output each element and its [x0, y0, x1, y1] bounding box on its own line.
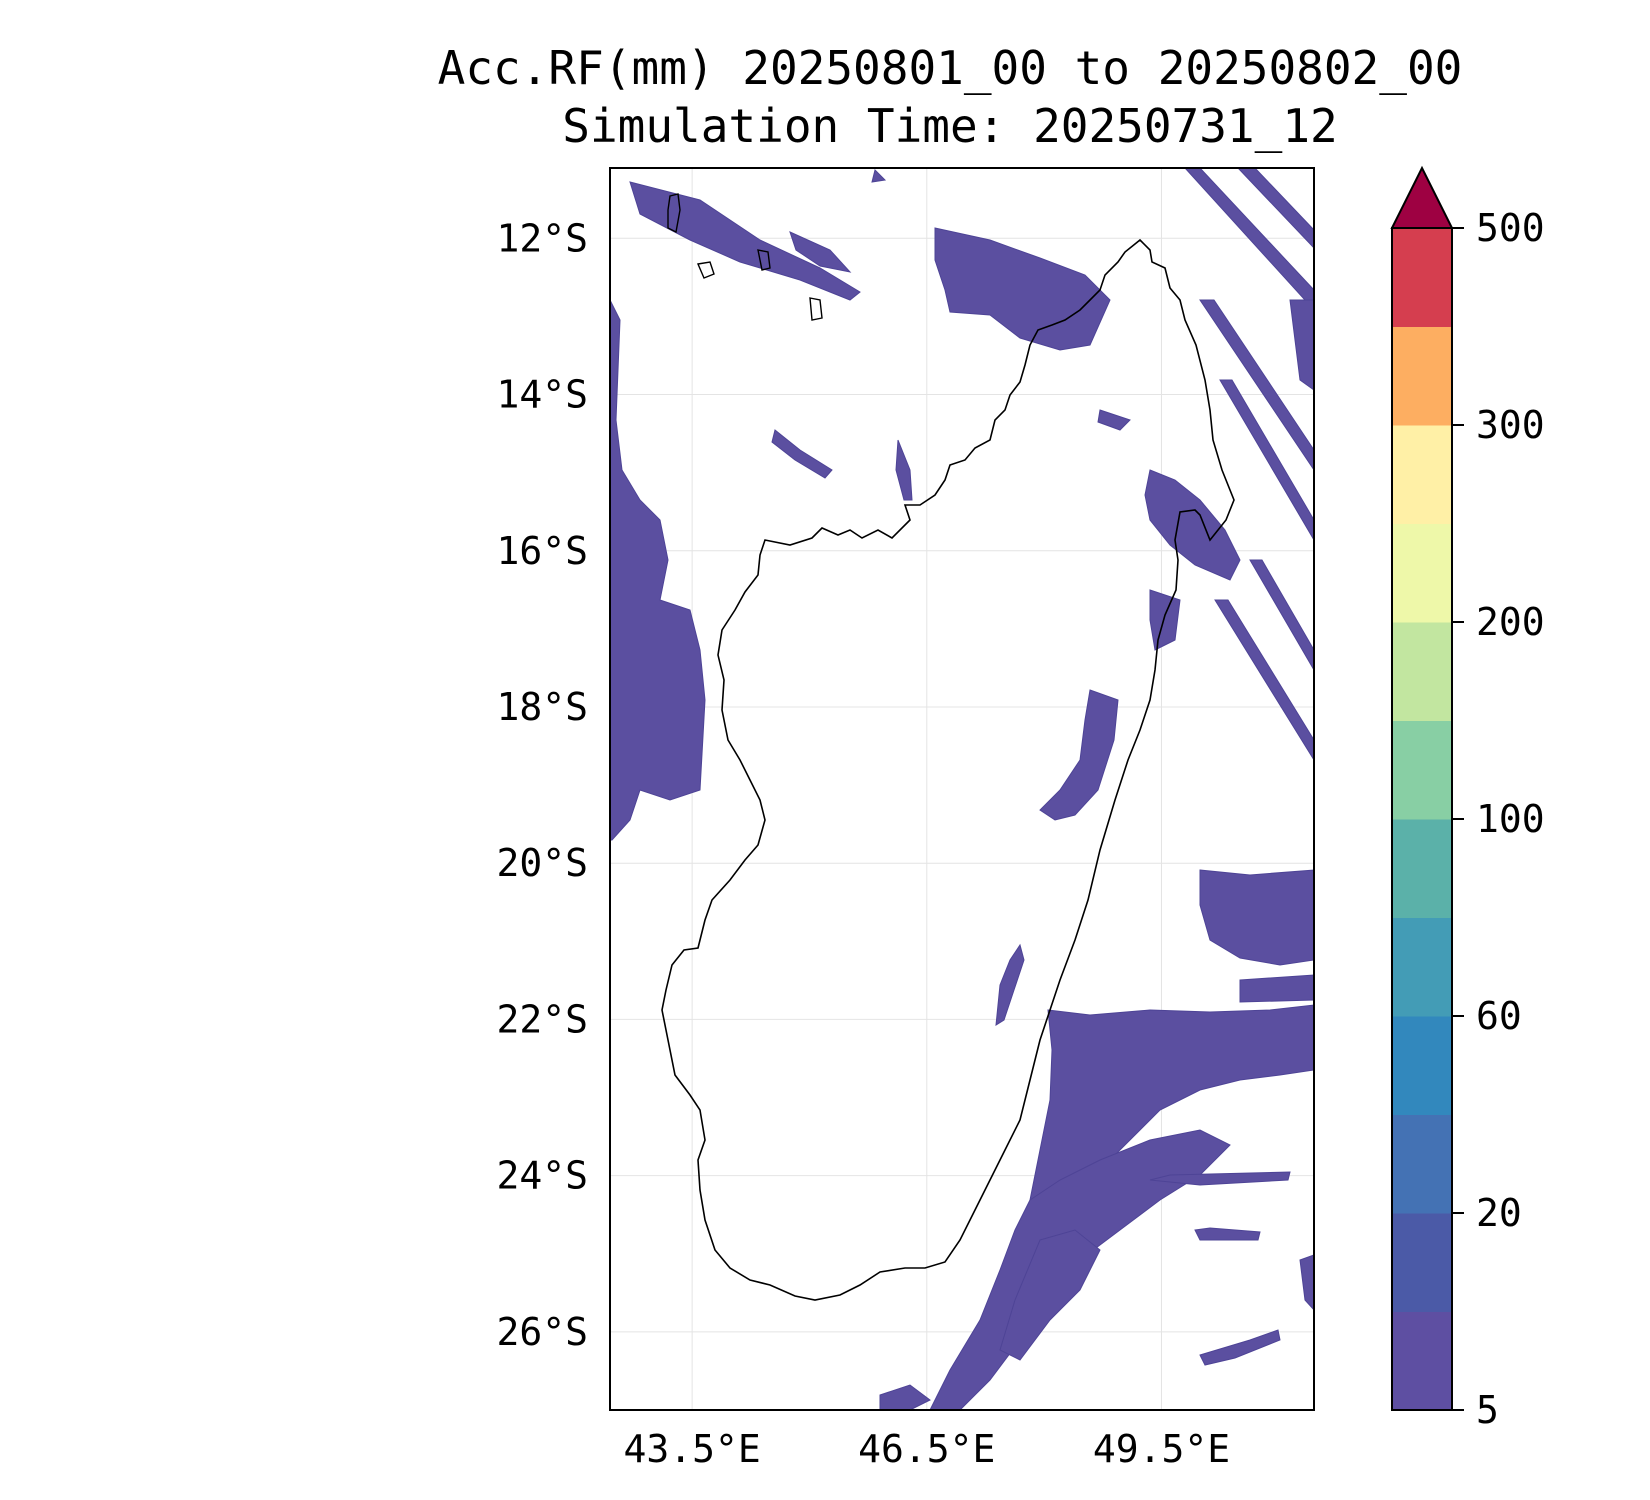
map-frame — [609, 167, 1315, 1411]
rain-streak — [1194, 1227, 1261, 1241]
rain-patch — [609, 299, 706, 841]
map-background — [610, 168, 1314, 1410]
colorbar-tick-label: 100 — [1476, 797, 1545, 841]
rain-patch — [1144, 469, 1241, 581]
colorbar-segment — [1392, 720, 1452, 820]
rain-patch — [789, 231, 852, 273]
longitude-axis: 43.5°E 46.5°E 49.5°E — [623, 1427, 1230, 1471]
rain-streak — [1149, 1171, 1291, 1186]
lat-tick-label: 24°S — [496, 1154, 588, 1198]
colorbar-segment — [1392, 917, 1452, 1017]
lat-tick-label: 22°S — [496, 997, 588, 1041]
rain-patch — [995, 943, 1025, 1026]
colorbar-segment — [1392, 523, 1452, 623]
map-title-line-2: Simulation Time: 20250731_12 — [562, 99, 1338, 153]
island-outline — [667, 193, 681, 234]
colorbar-segment — [1392, 326, 1452, 426]
lon-tick-label: 49.5°E — [1093, 1427, 1230, 1471]
island-outline — [697, 261, 715, 279]
colorbar-tick-label: 300 — [1476, 403, 1545, 447]
colorbar-segment — [1392, 819, 1452, 918]
colorbar-segment — [1392, 1213, 1452, 1312]
colorbar-segment — [1392, 1114, 1452, 1214]
rainfall-contours — [609, 167, 1315, 1411]
rain-patch — [771, 429, 833, 479]
rain-patch — [879, 1384, 931, 1411]
rain-patch — [1039, 689, 1119, 821]
colorbar-extend-triangle — [1390, 165, 1454, 229]
colorbar-segment — [1392, 228, 1452, 327]
colorbar-tick-label: 60 — [1476, 994, 1522, 1038]
lon-tick-label: 43.5°E — [623, 1427, 760, 1471]
latitude-axis: 12°S 14°S 16°S 18°S 20°S 22°S 24°S 26°S — [496, 216, 588, 1354]
lat-tick-label: 12°S — [496, 216, 588, 260]
island-outline — [757, 249, 771, 271]
rain-patch — [871, 169, 887, 183]
rain-patch — [1149, 589, 1181, 651]
colorbar-tick-label: 5 — [1476, 1388, 1499, 1432]
rain-patch — [1239, 974, 1315, 1003]
rain-streak — [1199, 1329, 1281, 1366]
rain-patch — [1097, 409, 1131, 431]
colorbar: 500 300 200 100 60 20 5 — [1390, 165, 1545, 1432]
lat-tick-label: 14°S — [496, 373, 588, 417]
map-panel — [609, 167, 1315, 1411]
colorbar-segment — [1392, 1016, 1452, 1115]
colorbar-segment — [1392, 1311, 1452, 1411]
colorbar-tick-label: 500 — [1476, 206, 1545, 250]
island-outline — [809, 297, 823, 321]
colorbar-segment — [1392, 622, 1452, 721]
rain-patch — [999, 1229, 1101, 1361]
colorbar-tick-label: 20 — [1476, 1191, 1522, 1235]
lat-tick-label: 20°S — [496, 841, 588, 885]
rain-patch — [1199, 869, 1315, 966]
lat-tick-label: 26°S — [496, 1310, 588, 1354]
rain-patch — [895, 439, 913, 501]
colorbar-tick-label: 200 — [1476, 600, 1545, 644]
colorbar-segment — [1392, 425, 1452, 524]
madagascar-coastline — [661, 238, 1235, 1301]
lat-tick-label: 16°S — [496, 529, 588, 573]
lon-tick-label: 46.5°E — [858, 1427, 995, 1471]
lat-tick-label: 18°S — [496, 685, 588, 729]
map-title-line-1: Acc.RF(mm) 20250801_00 to 20250802_00 — [437, 41, 1463, 95]
